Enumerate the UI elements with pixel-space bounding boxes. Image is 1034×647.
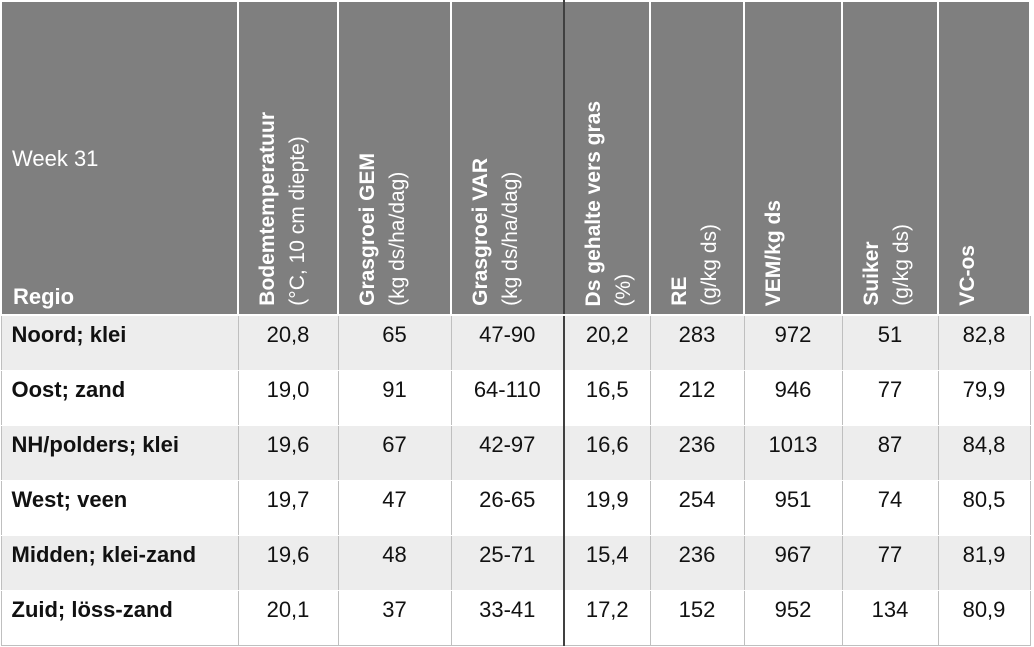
region-cell: Noord; klei: [0, 315, 239, 371]
value-cell: 15,4: [564, 535, 651, 591]
value-cell: 20,1: [238, 590, 339, 646]
header-unit: (g/kg ds): [698, 224, 721, 306]
value-cell: 236: [650, 425, 745, 481]
value-cell: 91: [338, 370, 452, 426]
value-cell: 254: [650, 480, 745, 536]
value-cell: 48: [338, 535, 452, 591]
region-cell: Midden; klei-zand: [0, 535, 239, 591]
header-label: RE (g/kg ds): [665, 224, 725, 306]
header-row: Week 31 Regio Bodemtemperatuur (°C, 10 c…: [0, 0, 1031, 316]
value-cell: 946: [744, 370, 843, 426]
header-re: RE (g/kg ds): [649, 0, 745, 316]
value-cell: 82,8: [938, 315, 1031, 371]
value-cell: 87: [842, 425, 939, 481]
value-cell: 64-110: [451, 370, 565, 426]
value-cell: 26-65: [451, 480, 565, 536]
header-unit: (%): [612, 273, 635, 306]
value-cell: 952: [744, 590, 843, 646]
header-unit: (°C, 10 cm diepte): [286, 136, 309, 306]
value-cell: 25-71: [451, 535, 565, 591]
value-cell: 134: [842, 590, 939, 646]
value-cell: 16,6: [564, 425, 651, 481]
value-cell: 79,9: [938, 370, 1031, 426]
header-unit: (kg ds/ha/dag): [499, 171, 522, 306]
header-title: Ds gehalte vers gras: [582, 100, 605, 306]
table-row: Zuid; löss-zand 20,1 37 33-41 17,2 152 9…: [0, 590, 1031, 646]
header-title: Bodemtemperatuur: [256, 112, 279, 306]
header-label: Ds gehalte vers gras (%): [579, 101, 639, 306]
value-cell: 19,9: [564, 480, 651, 536]
region-cell: Oost; zand: [0, 370, 239, 426]
header-label: VEM/kg ds: [759, 200, 789, 306]
header-ds-gehalte: Ds gehalte vers gras (%): [563, 0, 651, 316]
header-unit: (g/kg ds): [890, 224, 913, 306]
value-cell: 37: [338, 590, 452, 646]
table-row: West; veen 19,7 47 26-65 19,9 254 951 74…: [0, 480, 1031, 536]
table-row: NH/polders; klei 19,6 67 42-97 16,6 236 …: [0, 425, 1031, 481]
region-column-header: Regio: [13, 284, 75, 309]
value-cell: 80,5: [938, 480, 1031, 536]
header-vem: VEM/kg ds: [743, 0, 843, 316]
value-cell: 51: [842, 315, 939, 371]
value-cell: 47-90: [451, 315, 565, 371]
value-cell: 236: [650, 535, 745, 591]
value-cell: 19,6: [238, 535, 339, 591]
header-label: Bodemtemperatuur (°C, 10 cm diepte): [253, 112, 313, 306]
header-title: VC-os: [956, 245, 979, 306]
value-cell: 42-97: [451, 425, 565, 481]
value-cell: 77: [842, 535, 939, 591]
value-cell: 47: [338, 480, 452, 536]
value-cell: 972: [744, 315, 843, 371]
value-cell: 67: [338, 425, 452, 481]
value-cell: 152: [650, 590, 745, 646]
header-title: RE: [668, 276, 691, 306]
value-cell: 77: [842, 370, 939, 426]
header-label: VC-os: [953, 245, 983, 306]
region-cell: NH/polders; klei: [0, 425, 239, 481]
value-cell: 212: [650, 370, 745, 426]
value-cell: 19,6: [238, 425, 339, 481]
value-cell: 65: [338, 315, 452, 371]
value-cell: 74: [842, 480, 939, 536]
value-cell: 19,7: [238, 480, 339, 536]
region-cell: Zuid; löss-zand: [0, 590, 239, 646]
value-cell: 33-41: [451, 590, 565, 646]
value-cell: 1013: [744, 425, 843, 481]
table-row: Oost; zand 19,0 91 64-110 16,5 212 946 7…: [0, 370, 1031, 426]
header-grasgroei-var: Grasgroei VAR (kg ds/ha/dag): [450, 0, 565, 316]
value-cell: 19,0: [238, 370, 339, 426]
value-cell: 81,9: [938, 535, 1031, 591]
table-row: Midden; klei-zand 19,6 48 25-71 15,4 236…: [0, 535, 1031, 591]
value-cell: 84,8: [938, 425, 1031, 481]
value-cell: 80,9: [938, 590, 1031, 646]
header-title: VEM/kg ds: [762, 199, 785, 306]
header-suiker: Suiker (g/kg ds): [841, 0, 939, 316]
header-title: Grasgroei VAR: [469, 158, 492, 306]
value-cell: 17,2: [564, 590, 651, 646]
value-cell: 20,8: [238, 315, 339, 371]
header-bodemtemperatuur: Bodemtemperatuur (°C, 10 cm diepte): [237, 0, 339, 316]
value-cell: 967: [744, 535, 843, 591]
header-vc-os: VC-os: [937, 0, 1031, 316]
value-cell: 951: [744, 480, 843, 536]
header-title: Grasgroei GEM: [356, 153, 379, 306]
header-label: Grasgroei GEM (kg ds/ha/dag): [353, 153, 413, 306]
value-cell: 20,2: [564, 315, 651, 371]
header-grasgroei-gem: Grasgroei GEM (kg ds/ha/dag): [337, 0, 452, 316]
table-row: Noord; klei 20,8 65 47-90 20,2 283 972 5…: [0, 315, 1031, 371]
week-label: Week 31: [12, 146, 99, 171]
header-region-cell: Week 31 Regio: [0, 0, 239, 316]
value-cell: 283: [650, 315, 745, 371]
header-label: Grasgroei VAR (kg ds/ha/dag): [466, 158, 526, 306]
header-title: Suiker: [860, 241, 883, 306]
value-cell: 16,5: [564, 370, 651, 426]
header-unit: (kg ds/ha/dag): [386, 171, 409, 306]
header-label: Suiker (g/kg ds): [857, 224, 917, 306]
region-cell: West; veen: [0, 480, 239, 536]
